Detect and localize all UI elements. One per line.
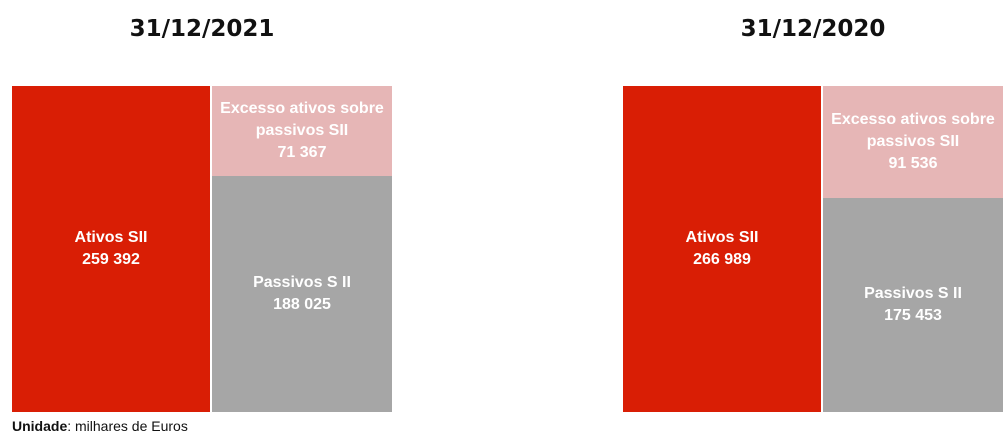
chart-title: 31/12/2020 <box>740 16 886 42</box>
note-text: : milhares de Euros <box>67 418 188 434</box>
block-value: 175 453 <box>884 306 942 324</box>
chart-title: 31/12/2021 <box>129 16 275 42</box>
balance-block: Passivos S II 175 453 <box>823 197 1003 412</box>
block-name: Ativos SII <box>685 229 759 246</box>
block-name: Excesso ativos sobre passivos SII <box>220 99 384 139</box>
block-name: Passivos S II <box>864 284 962 302</box>
block-value: 71 367 <box>277 143 327 161</box>
balance-block: Passivos S II 188 025 <box>212 175 392 412</box>
balance-block: Excesso ativos sobre passivos SII 91 536 <box>823 86 1003 198</box>
block-value: 91 536 <box>888 154 938 172</box>
block-name: Ativos SII <box>74 229 148 246</box>
block-value: 266 989 <box>693 251 751 268</box>
note-label: Unidade <box>12 418 68 434</box>
balance-block: Ativos SII 259 392 <box>12 86 210 412</box>
balance-block: Ativos SII 266 989 <box>623 86 821 412</box>
block-name: Excesso ativos sobre passivos SII <box>831 110 995 150</box>
block-name: Passivos S II <box>253 273 351 291</box>
block-value: 188 025 <box>273 295 331 313</box>
block-value: 259 392 <box>82 251 140 268</box>
balance-block: Excesso ativos sobre passivos SII 71 367 <box>212 86 392 176</box>
unit-note: Unidade: milhares de Euros <box>12 418 188 434</box>
